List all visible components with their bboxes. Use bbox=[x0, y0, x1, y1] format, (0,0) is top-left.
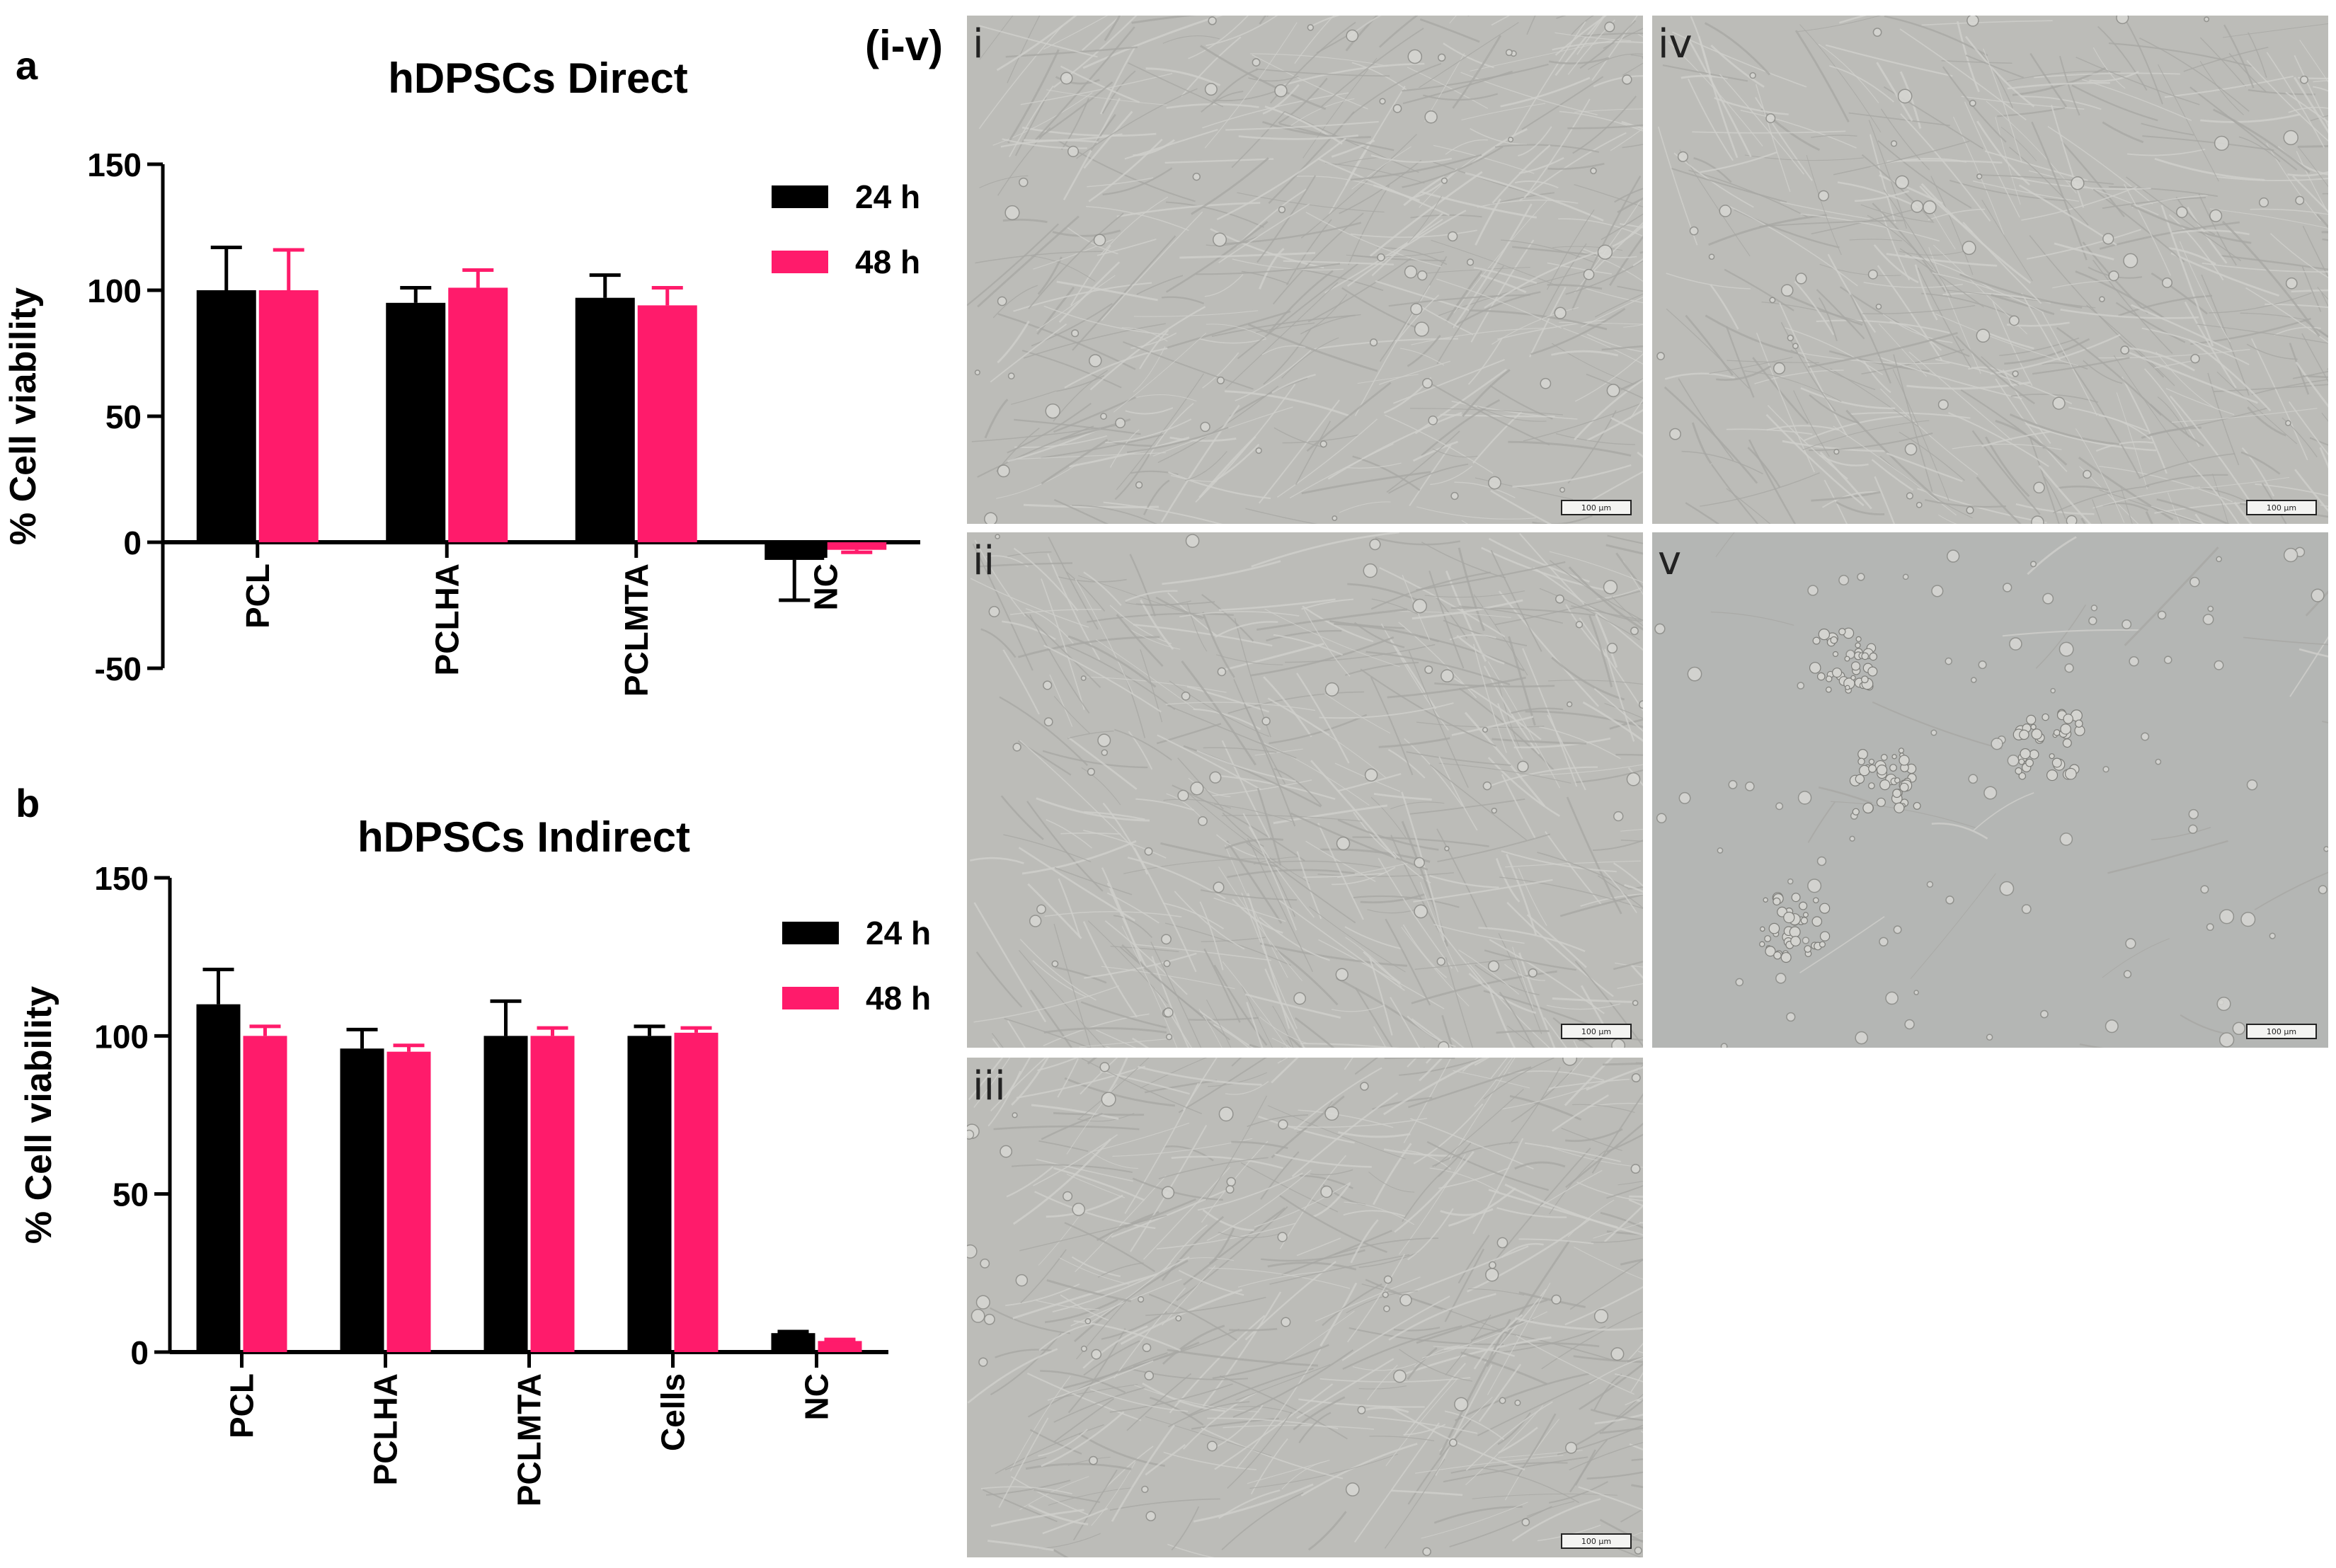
micrograph-label-iv: iv bbox=[1658, 21, 1693, 67]
micrograph-label-ii: ii bbox=[973, 538, 995, 584]
legend-swatch bbox=[772, 251, 828, 273]
y-tick-label: -50 bbox=[95, 651, 142, 687]
y-axis-label: % Cell viability bbox=[18, 986, 59, 1244]
panel-letter-a: a bbox=[16, 43, 38, 88]
y-tick-label: 50 bbox=[105, 399, 142, 435]
micrograph-label-iii: iii bbox=[973, 1063, 1006, 1109]
micrograph-ii-image bbox=[967, 532, 1643, 1048]
bar-48h-PCLHA bbox=[448, 287, 508, 542]
legend-label: 48 h bbox=[855, 244, 920, 280]
bar-24h-PCLMTA bbox=[483, 1036, 528, 1352]
y-tick-label: 0 bbox=[123, 525, 142, 561]
y-axis-label: % Cell viability bbox=[3, 287, 44, 545]
micrograph-iv-image bbox=[1652, 16, 2328, 524]
bar-48h-Cells bbox=[674, 1032, 718, 1352]
micrograph-ii: ii 100 µm bbox=[967, 532, 1643, 1048]
x-tick-label: PCL bbox=[239, 563, 276, 629]
scale-bar-ii: 100 µm bbox=[1561, 1024, 1632, 1039]
y-tick-label: 100 bbox=[87, 273, 142, 309]
x-tick-label: Cells bbox=[655, 1373, 692, 1451]
micrograph-label-v: v bbox=[1658, 538, 1682, 584]
bar-48h-NC bbox=[818, 1341, 862, 1352]
x-tick-label: PCLMTA bbox=[511, 1373, 548, 1506]
bar-chart-direct: -50 0 50 100 150 % Cell viability PCL PCLHA PCLM… bbox=[3, 147, 920, 697]
bar-24h-PCLHA bbox=[340, 1048, 384, 1352]
y-tick-label: 50 bbox=[113, 1177, 149, 1213]
bar-24h-Cells bbox=[627, 1036, 672, 1352]
legend-swatch bbox=[772, 185, 828, 208]
y-tick-label: 150 bbox=[94, 860, 149, 897]
bar-48h-PCL bbox=[243, 1036, 287, 1352]
bar-24h-PCL bbox=[196, 1004, 241, 1352]
micrograph-i-image bbox=[967, 16, 1643, 524]
scale-bar-iv: 100 µm bbox=[2246, 500, 2317, 515]
micrograph-label-i: i bbox=[973, 21, 984, 67]
bar-24h-PCLMTA bbox=[575, 297, 635, 542]
bar-48h-PCLMTA bbox=[637, 305, 697, 542]
chart-title-indirect: hDPSCs Indirect bbox=[357, 813, 691, 861]
x-tick-label: NC bbox=[807, 563, 844, 610]
chart-title-direct: hDPSCs Direct bbox=[388, 55, 688, 102]
y-tick-label: 0 bbox=[130, 1334, 149, 1371]
bar-chart-indirect: 0 50 100 150 % Cell viability PCL PCLHA PCLMTA C… bbox=[18, 860, 931, 1506]
legend-label: 24 h bbox=[855, 178, 920, 215]
micrograph-iii: iii 100 µm bbox=[967, 1058, 1643, 1557]
x-tick-label: NC bbox=[798, 1373, 835, 1420]
legend-swatch bbox=[782, 922, 839, 944]
x-tick-label: PCLHA bbox=[428, 563, 465, 675]
bar-48h-NC bbox=[827, 542, 887, 550]
x-tick-label: PCLMTA bbox=[618, 563, 655, 697]
bar-48h-PCLMTA bbox=[530, 1036, 575, 1352]
scale-bar-iii: 100 µm bbox=[1561, 1533, 1632, 1549]
micrograph-v-image bbox=[1652, 532, 2328, 1048]
y-tick-label: 150 bbox=[87, 147, 142, 183]
bar-24h-PCLHA bbox=[386, 302, 446, 542]
micrograph-i: i 100 µm bbox=[967, 16, 1643, 524]
panel-letter-b: b bbox=[16, 781, 40, 825]
bar-24h-NC bbox=[765, 542, 825, 560]
legend-label: 48 h bbox=[866, 980, 931, 1017]
bar-24h-NC bbox=[771, 1333, 815, 1352]
bar-48h-PCLHA bbox=[387, 1051, 431, 1352]
micrograph-group-label: (i-v) bbox=[865, 22, 943, 69]
x-tick-label: PCLHA bbox=[367, 1373, 404, 1485]
legend-swatch bbox=[782, 987, 839, 1009]
scale-bar-i: 100 µm bbox=[1561, 500, 1632, 515]
micrograph-iii-image bbox=[967, 1058, 1643, 1557]
y-tick-label: 100 bbox=[94, 1018, 149, 1055]
x-tick-label: PCL bbox=[224, 1373, 260, 1438]
micrograph-v: v 100 µm bbox=[1652, 532, 2328, 1048]
scale-bar-v: 100 µm bbox=[2246, 1024, 2317, 1039]
bar-24h-PCL bbox=[196, 290, 256, 542]
bar-48h-PCL bbox=[258, 290, 319, 542]
legend-label: 24 h bbox=[866, 915, 931, 951]
micrograph-iv: iv 100 µm bbox=[1652, 16, 2328, 524]
